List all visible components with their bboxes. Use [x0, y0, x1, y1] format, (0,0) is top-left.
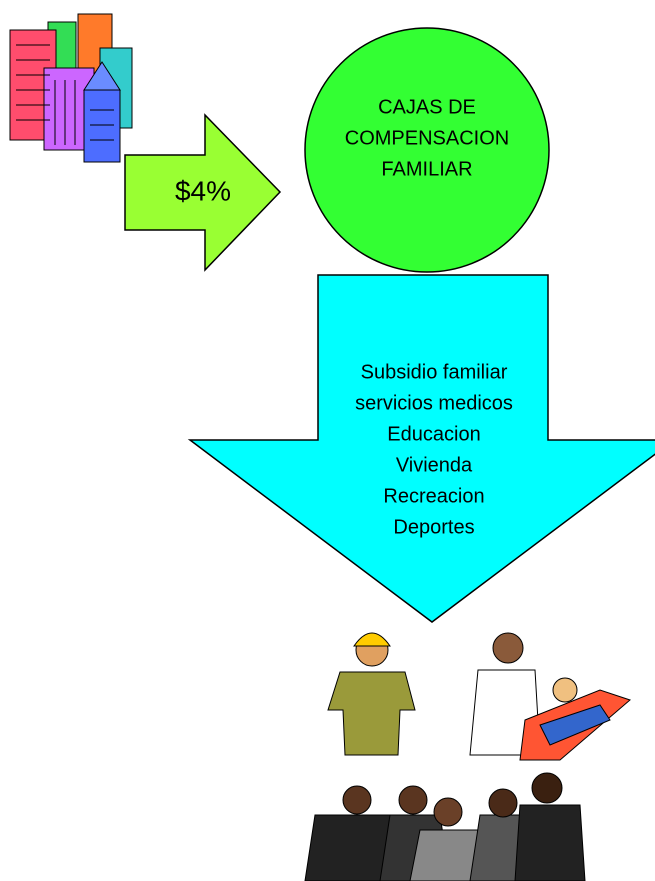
down-arrow	[190, 275, 655, 622]
benefit-text: Vivienda	[396, 454, 473, 476]
benefit-text: Deportes	[393, 516, 474, 538]
circle-text: CAJAS DE	[378, 96, 476, 118]
buildings-icon	[10, 14, 132, 162]
circle-text: FAMILIAR	[381, 158, 472, 180]
benefit-text: servicios medicos	[355, 392, 513, 414]
group-icon	[305, 773, 585, 881]
circle-text: COMPENSACION	[345, 127, 509, 149]
diagram: $4% CAJAS DE COMPENSACION FAMILIAR Subsidi…	[0, 0, 655, 881]
circle	[305, 28, 549, 272]
benefit-text: Recreacion	[383, 485, 484, 507]
arrow-label: $4%	[175, 175, 231, 206]
benefit-text: Educacion	[387, 423, 480, 445]
doctor-icon	[470, 633, 630, 760]
page: $4% CAJAS DE COMPENSACION FAMILIAR Subsidi…	[0, 0, 655, 881]
worker-icon	[328, 633, 415, 755]
benefit-text: Subsidio familiar	[361, 361, 508, 383]
